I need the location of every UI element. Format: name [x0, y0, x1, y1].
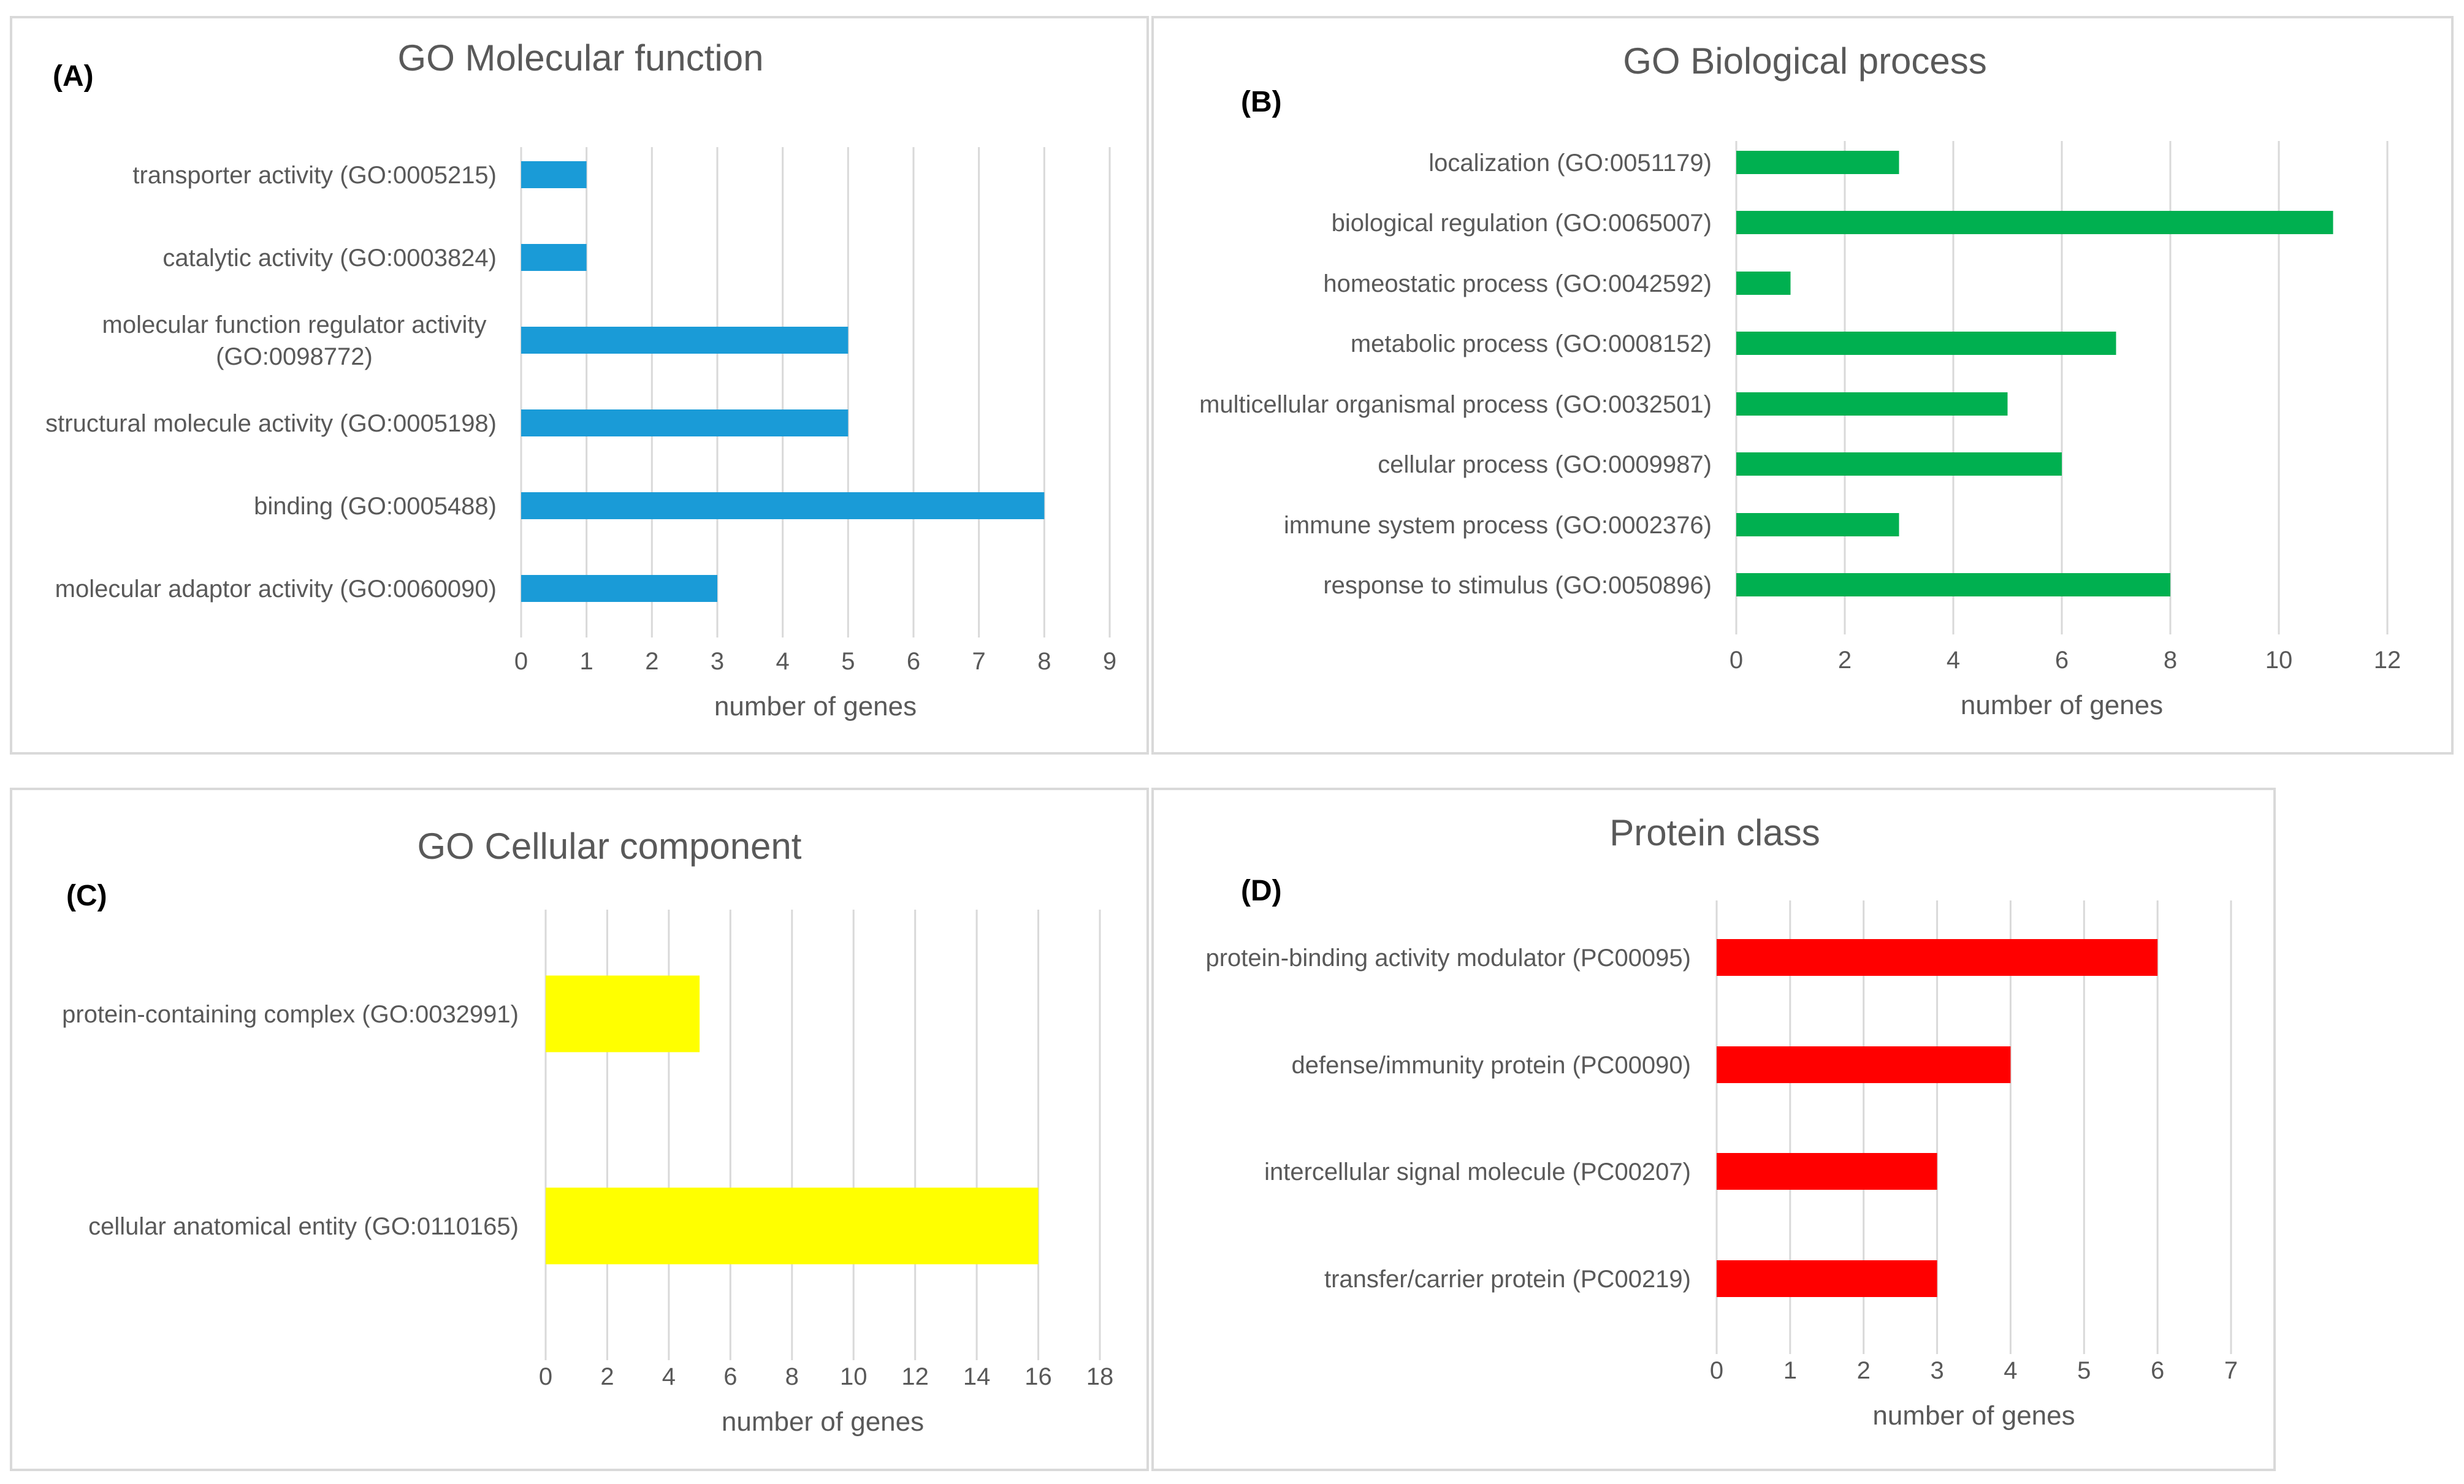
x-tick-label: 4 — [776, 648, 790, 675]
x-tick-label: 4 — [662, 1363, 676, 1390]
category-label: biological regulation (GO:0065007) — [1332, 210, 1712, 237]
x-tick-label: 12 — [901, 1363, 929, 1390]
x-tick-label: 2 — [1838, 647, 1852, 674]
bar — [521, 161, 587, 188]
category-label: transfer/carrier protein (PC00219) — [1324, 1266, 1691, 1293]
panel-label: (C) — [66, 880, 107, 912]
chart-svg-c: GO Cellular component (C) 0 2 4 6 8 10 12 14 16 18 n… — [62, 826, 1114, 1437]
x-tick-label: 8 — [2164, 647, 2177, 674]
chart-title: GO Cellular component — [418, 826, 802, 867]
x-tick-label: 4 — [2004, 1357, 2017, 1384]
x-tick-label: 10 — [840, 1363, 868, 1390]
x-tick-label: 2 — [1857, 1357, 1871, 1384]
bar — [521, 492, 1045, 519]
bar — [1736, 151, 1899, 174]
category-label: intercellular signal molecule (PC00207) — [1264, 1159, 1691, 1185]
bar — [1736, 392, 2008, 416]
bar — [521, 575, 717, 602]
bar — [1736, 452, 2062, 476]
chart-svg-d: Protein class (D) 0 1 2 3 4 5 6 7 number of genes p… — [1205, 812, 2238, 1431]
x-tick-label: 4 — [1947, 647, 1960, 674]
category-label: catalytic activity (GO:0003824) — [162, 245, 497, 272]
x-tick-label: 5 — [2077, 1357, 2091, 1384]
bar — [521, 327, 849, 354]
x-tick-label: 0 — [1730, 647, 1743, 674]
category-label: structural molecule activity (GO:0005198… — [45, 410, 497, 437]
category-label: metabolic process (GO:0008152) — [1351, 330, 1712, 357]
bar — [546, 1187, 1039, 1265]
category-label: transporter activity (GO:0005215) — [132, 162, 497, 189]
category-label: protein-containing complex (GO:0032991) — [62, 1001, 519, 1028]
bar — [1717, 1046, 2011, 1083]
category-label: immune system process (GO:0002376) — [1284, 512, 1712, 539]
x-tick-label: 6 — [907, 648, 920, 675]
x-axis-title: number of genes — [1961, 690, 2163, 720]
bar — [1736, 211, 2333, 234]
bar — [1717, 939, 2158, 976]
panel-label: (A) — [53, 60, 94, 93]
x-tick-label: 18 — [1086, 1363, 1114, 1390]
category-label: response to stimulus (GO:0050896) — [1323, 572, 1712, 599]
x-tick-label: 0 — [514, 648, 528, 675]
x-tick-label: 12 — [2374, 647, 2401, 674]
x-tick-label: 7 — [972, 648, 986, 675]
chart-panel-b: GO Biological process (B) 0 2 4 6 8 10 12 number … — [1151, 16, 2454, 755]
chart-panel-c: GO Cellular component (C) 0 2 4 6 8 10 12 14 16 18 n… — [10, 788, 1149, 1471]
x-tick-label: 16 — [1024, 1363, 1052, 1390]
category-label: defense/immunity protein (PC00090) — [1292, 1052, 1691, 1079]
x-tick-label: 9 — [1103, 648, 1116, 675]
x-tick-label: 6 — [2055, 647, 2069, 674]
bar — [546, 975, 700, 1052]
chart-title: GO Molecular function — [398, 37, 764, 78]
category-label: molecular adaptor activity (GO:0060090) — [55, 576, 497, 603]
x-tick-label: 3 — [711, 648, 724, 675]
category-label: cellular anatomical entity (GO:0110165) — [88, 1213, 519, 1240]
bar — [1717, 1153, 1937, 1190]
x-axis-title: number of genes — [1872, 1401, 2075, 1431]
x-tick-label: 10 — [2265, 647, 2293, 674]
chart-svg-a: GO Molecular function (A) 0 1 2 3 4 5 6 7 8 9 number… — [45, 37, 1116, 721]
category-label: molecular function regulator activity — [102, 311, 487, 338]
panel-label: (B) — [1241, 86, 1282, 118]
x-tick-label: 2 — [600, 1363, 614, 1390]
x-tick-label: 6 — [723, 1363, 737, 1390]
bar — [1736, 513, 1899, 536]
x-tick-label: 5 — [841, 648, 855, 675]
category-label: (GO:0098772) — [216, 343, 373, 370]
chart-svg-b: GO Biological process (B) 0 2 4 6 8 10 12 number … — [1199, 40, 2401, 720]
category-label: binding (GO:0005488) — [254, 493, 497, 520]
bar — [1736, 332, 2116, 355]
panel-label: (D) — [1241, 875, 1282, 907]
category-label: cellular process (GO:0009987) — [1378, 451, 1712, 478]
x-tick-label: 1 — [580, 648, 593, 675]
x-axis-title: number of genes — [714, 691, 917, 721]
x-axis-title: number of genes — [722, 1407, 924, 1437]
x-tick-label: 0 — [539, 1363, 552, 1390]
chart-panel-a: GO Molecular function (A) 0 1 2 3 4 5 6 7 8 9 number… — [10, 16, 1149, 755]
bar — [521, 244, 587, 271]
x-tick-label: 14 — [963, 1363, 991, 1390]
x-tick-label: 1 — [1783, 1357, 1797, 1384]
x-tick-label: 7 — [2224, 1357, 2238, 1384]
bar — [1736, 272, 1791, 295]
x-tick-label: 8 — [785, 1363, 799, 1390]
category-label: homeostatic process (GO:0042592) — [1323, 270, 1712, 297]
category-label: multicellular organismal process (GO:003… — [1199, 391, 1712, 418]
x-tick-label: 6 — [2151, 1357, 2164, 1384]
chart-title: GO Biological process — [1623, 40, 1987, 82]
category-label: localization (GO:0051179) — [1428, 150, 1712, 177]
bar — [521, 409, 849, 436]
chart-title: Protein class — [1609, 812, 1820, 853]
bar — [1736, 573, 2170, 596]
x-tick-label: 2 — [645, 648, 658, 675]
x-tick-label: 0 — [1710, 1357, 1723, 1384]
x-tick-label: 3 — [1930, 1357, 1943, 1384]
category-label: protein-binding activity modulator (PC00… — [1205, 945, 1691, 972]
chart-panel-d: Protein class (D) 0 1 2 3 4 5 6 7 number of genes p… — [1151, 788, 2276, 1471]
bar — [1717, 1260, 1937, 1297]
x-tick-label: 8 — [1037, 648, 1051, 675]
